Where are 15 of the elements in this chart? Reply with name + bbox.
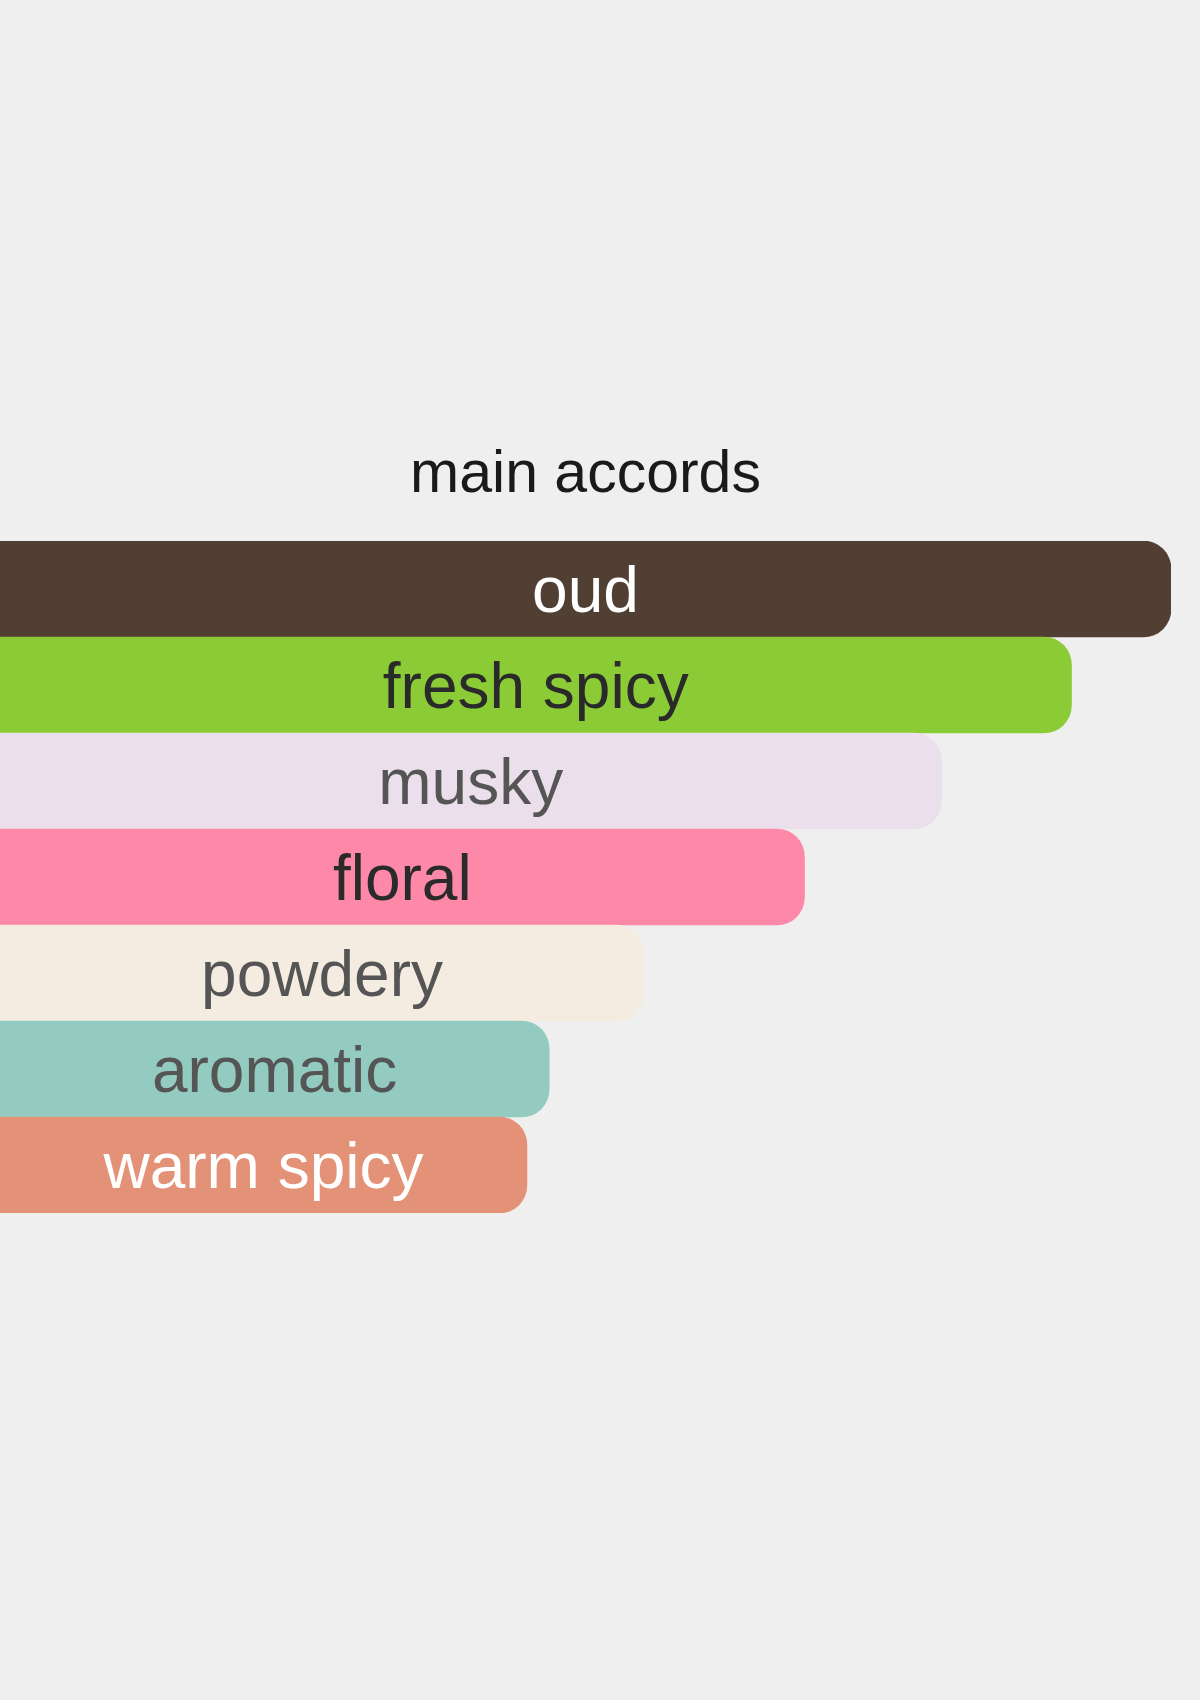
bar bbox=[0, 924, 645, 1022]
y-tick-label: powdery bbox=[201, 937, 443, 1010]
bar bbox=[0, 636, 1072, 734]
y-tick-label: warm spicy bbox=[102, 1129, 424, 1202]
y-tick-label: aromatic bbox=[151, 1033, 398, 1106]
bar bbox=[0, 1116, 528, 1213]
bar bbox=[0, 541, 1171, 638]
chart-title: main accords bbox=[410, 439, 761, 506]
y-tick-label: oud bbox=[532, 553, 639, 626]
y-tick-label: musky bbox=[378, 745, 564, 818]
bar bbox=[0, 1020, 550, 1118]
y-tick-label: fresh spicy bbox=[382, 649, 689, 722]
bar bbox=[0, 828, 805, 926]
y-tick-label: floral bbox=[332, 841, 472, 914]
bar bbox=[0, 732, 942, 830]
